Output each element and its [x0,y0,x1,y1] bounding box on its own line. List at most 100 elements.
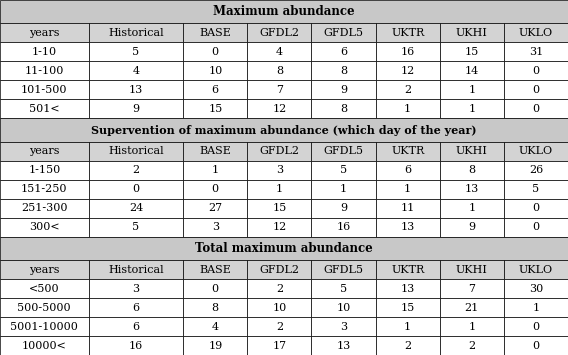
Text: 11-100: 11-100 [24,66,64,76]
Bar [504,99,568,118]
Bar [89,142,183,161]
Bar [504,218,568,237]
Text: 1-150: 1-150 [28,165,60,175]
Bar [440,61,504,80]
Bar [311,23,375,43]
Text: Historical: Historical [108,146,164,156]
Bar [440,260,504,279]
Bar [247,298,311,317]
Bar [89,298,183,317]
Bar [89,23,183,43]
Text: UKTR: UKTR [391,28,424,38]
Text: 27: 27 [208,203,222,213]
Bar [0,298,89,317]
Text: 24: 24 [129,203,143,213]
Bar [247,317,311,336]
Bar [183,298,247,317]
Bar [440,43,504,61]
Bar [0,23,89,43]
Text: 19: 19 [208,340,223,350]
Bar [183,161,247,180]
Text: 2: 2 [132,165,140,175]
Text: 4: 4 [212,322,219,332]
Text: 0: 0 [532,222,540,232]
Text: 9: 9 [132,104,140,114]
Text: 300<: 300< [29,222,60,232]
Bar [0,99,89,118]
Text: 15: 15 [272,203,286,213]
Bar [247,142,311,161]
Text: UKLO: UKLO [519,28,553,38]
Text: 3: 3 [212,222,219,232]
Bar [504,80,568,99]
Text: 16: 16 [129,340,143,350]
Text: 4: 4 [132,66,140,76]
Text: 151-250: 151-250 [21,184,68,194]
Bar [375,23,440,43]
Bar [440,180,504,199]
Text: 5: 5 [532,184,540,194]
Text: 0: 0 [532,66,540,76]
Bar [0,61,89,80]
Bar [375,43,440,61]
Text: 2: 2 [276,284,283,294]
Text: 13: 13 [400,284,415,294]
Bar [183,43,247,61]
Bar [375,99,440,118]
Text: Historical: Historical [108,28,164,38]
Bar [440,336,504,355]
Text: 0: 0 [212,47,219,57]
Text: 13: 13 [336,340,350,350]
Bar [440,218,504,237]
Bar [311,260,375,279]
Text: UKTR: UKTR [391,264,424,275]
Bar [183,61,247,80]
Bar [183,99,247,118]
Bar [183,23,247,43]
Bar [183,279,247,298]
Text: 12: 12 [272,104,286,114]
Bar [375,298,440,317]
Text: 10000<: 10000< [22,340,66,350]
Text: 13: 13 [400,222,415,232]
Text: 9: 9 [468,222,475,232]
Bar [89,161,183,180]
Text: UKHI: UKHI [456,264,488,275]
Bar [504,260,568,279]
Bar [440,317,504,336]
Text: 1: 1 [468,104,475,114]
Bar [0,43,89,61]
Text: BASE: BASE [199,28,231,38]
Bar [0,317,89,336]
Bar [311,336,375,355]
Text: 2: 2 [276,322,283,332]
Text: 501<: 501< [29,104,60,114]
Text: 7: 7 [276,85,283,95]
Bar [311,317,375,336]
Text: 0: 0 [532,104,540,114]
Bar [440,298,504,317]
Text: GFDL5: GFDL5 [324,28,364,38]
Bar [0,218,89,237]
Text: 0: 0 [132,184,140,194]
Text: 6: 6 [132,302,140,312]
Text: 0: 0 [532,203,540,213]
Text: 500-5000: 500-5000 [18,302,71,312]
Text: 8: 8 [468,165,475,175]
Text: 8: 8 [212,302,219,312]
Bar [89,317,183,336]
Bar [311,199,375,218]
Bar [375,199,440,218]
Bar [504,23,568,43]
Text: 1: 1 [468,203,475,213]
Bar [247,23,311,43]
Text: UKLO: UKLO [519,146,553,156]
Text: 5001-10000: 5001-10000 [10,322,78,332]
Bar [247,279,311,298]
Text: 0: 0 [532,322,540,332]
Text: 31: 31 [529,47,543,57]
Text: <500: <500 [29,284,60,294]
Bar [375,279,440,298]
Text: 1: 1 [404,322,411,332]
Bar [183,317,247,336]
